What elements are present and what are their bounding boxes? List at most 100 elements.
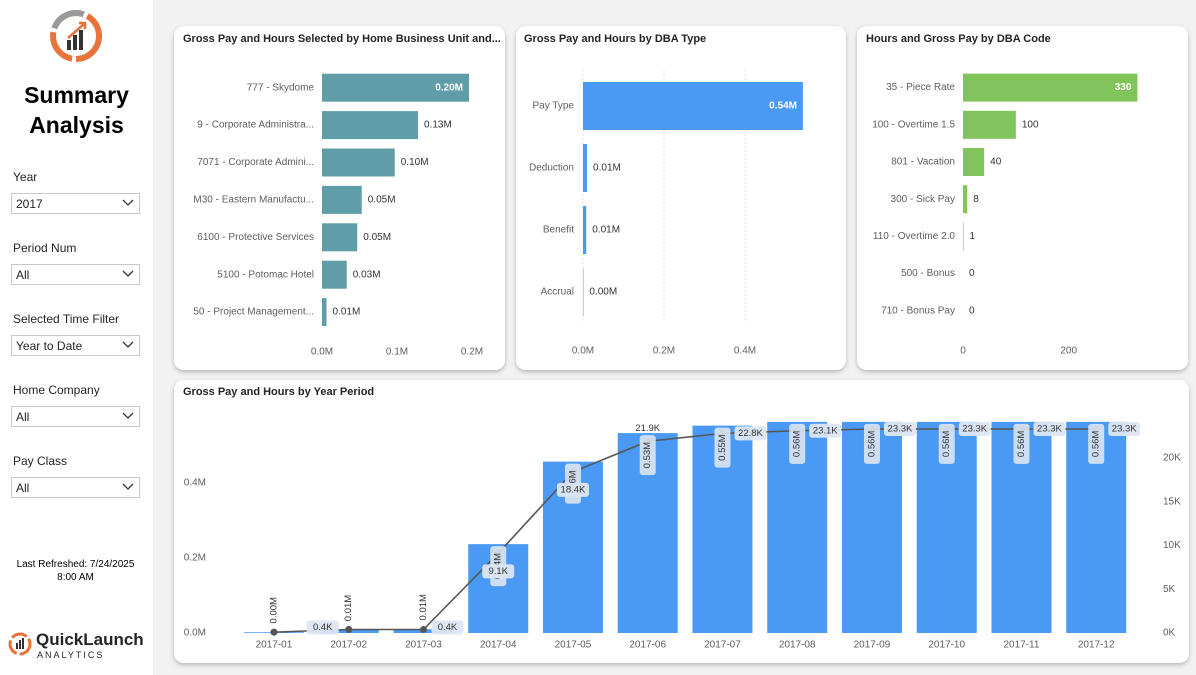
logo-name: QuickLaunch <box>36 630 144 649</box>
data-label: 100 <box>1022 119 1039 130</box>
filter-label: Home Company <box>13 383 100 397</box>
data-label: 0.05M <box>368 195 396 206</box>
filter-label: Period Num <box>13 241 77 255</box>
category-label: 110 - Overtime 2.0 <box>873 231 956 242</box>
filter-dropdown[interactable]: All <box>11 477 140 498</box>
bar <box>322 185 362 214</box>
x-tick-label: 0.0M <box>572 346 594 357</box>
bar <box>963 148 985 176</box>
chevron <box>122 412 134 419</box>
data-label: 0.00M <box>589 287 617 298</box>
line-point <box>270 628 278 636</box>
bar-data-label: 0.56M <box>941 431 952 457</box>
category-label: Deduction <box>529 163 574 174</box>
chart-title: Gross Pay and Hours by Year Period <box>183 386 374 398</box>
label-box <box>734 426 767 441</box>
bar-data-label: 0.56M <box>792 431 803 457</box>
x-tick-label: 2017-09 <box>854 640 891 651</box>
bar <box>583 82 803 130</box>
category-label: 777 - Skydome <box>247 82 315 93</box>
category-label: 710 - Bonus Pay <box>881 305 955 316</box>
filter-dropdown[interactable]: Year to Date <box>11 335 140 356</box>
filter-dropdown[interactable]: All <box>11 406 140 427</box>
x-tick-label: 0.4M <box>734 346 756 357</box>
line-data-label: 22.8K <box>738 428 763 439</box>
data-label: 0.01M <box>593 163 621 174</box>
line-data-label: 9.1K <box>488 566 508 577</box>
bar <box>583 144 588 192</box>
category-label: 6100 - Protective Services <box>197 232 314 243</box>
x-tick-label: 2017-06 <box>629 640 666 651</box>
category-label: 5100 - Potomac Hotel <box>217 269 314 280</box>
label-box <box>1033 422 1066 437</box>
x-tick-label: 2017-01 <box>256 640 293 651</box>
bar-data-label: 0.01M <box>418 594 429 620</box>
line-data-label: 0.4K <box>313 622 333 633</box>
line-point <box>345 625 353 633</box>
line-data-label: 23.1K <box>813 425 838 436</box>
label-box <box>639 435 656 476</box>
filter-label: Year <box>13 170 38 184</box>
data-label: 1 <box>970 231 976 242</box>
x-tick-label: 0.0M <box>311 347 333 358</box>
label-box <box>431 620 464 635</box>
data-label: 40 <box>990 157 1002 168</box>
data-label: 0 <box>969 268 975 279</box>
line-data-label: 23.3K <box>1112 424 1137 435</box>
category-label: Benefit <box>543 225 574 236</box>
filter-value: All <box>16 481 30 495</box>
bar <box>963 185 968 214</box>
x-tick-label: 0 <box>960 346 966 357</box>
filter-dropdown[interactable]: 2017 <box>11 193 140 214</box>
data-label: 0.10M <box>401 157 429 168</box>
category-label: 35 - Piece Rate <box>886 82 955 93</box>
category-label: 300 - Sick Pay <box>891 194 955 205</box>
label-box <box>958 422 991 437</box>
bar <box>322 73 469 102</box>
category-label: 801 - Vacation <box>891 157 955 168</box>
data-label: 0.01M <box>592 225 620 236</box>
data-label: 0 <box>969 305 975 316</box>
data-label: 330 <box>1115 82 1132 93</box>
bar-data-label: 0.01M <box>343 595 354 621</box>
data-label: 0.05M <box>363 232 391 243</box>
panel <box>516 26 846 370</box>
label-box <box>863 423 880 464</box>
y2-tick-label: 5K <box>1163 584 1176 595</box>
bar-data-label: 0.00M <box>268 597 279 623</box>
sidebar: Summary Analysis Year 2017 Period Num All Se… <box>0 0 153 675</box>
category-label: 500 - Bonus <box>901 268 955 279</box>
category-label: Pay Type <box>532 101 574 112</box>
filter-value: All <box>16 268 30 282</box>
page-title: Summary Analysis <box>24 82 129 138</box>
y2-tick-label: 20K <box>1163 453 1181 464</box>
chart-title: Hours and Gross Pay by DBA Code <box>866 33 1051 45</box>
label-box <box>306 620 339 635</box>
bar <box>322 298 327 327</box>
label-box <box>789 423 806 464</box>
x-tick-label: 2017-07 <box>704 640 741 651</box>
data-label: 8 <box>973 194 979 205</box>
filter-dropdown[interactable]: All <box>11 264 140 285</box>
label-box <box>714 427 731 468</box>
data-label: 0.01M <box>333 307 361 318</box>
x-tick-label: 0.1M <box>386 347 408 358</box>
x-tick-label: 2017-02 <box>330 640 367 651</box>
chevron <box>122 270 134 277</box>
bar-data-label: 0.53M <box>642 442 653 468</box>
logo-icon <box>50 10 102 62</box>
x-tick-label: 2017-04 <box>480 640 517 651</box>
x-tick-label: 2017-03 <box>405 640 442 651</box>
bar-data-label: 0.55M <box>717 434 728 460</box>
label-box <box>556 482 589 497</box>
chevron <box>122 483 134 490</box>
x-tick-label: 2017-12 <box>1078 640 1115 651</box>
bar <box>322 260 347 289</box>
category-label: M30 - Eastern Manufactu... <box>193 195 314 206</box>
logo-sub: ANALYTICS <box>37 650 105 660</box>
filter-label: Selected Time Filter <box>13 312 120 326</box>
x-tick-label: 2017-08 <box>779 640 816 651</box>
bar <box>963 110 1016 139</box>
data-label: 0.20M <box>435 82 463 93</box>
category-label: 7071 - Corporate Admini... <box>197 157 314 168</box>
